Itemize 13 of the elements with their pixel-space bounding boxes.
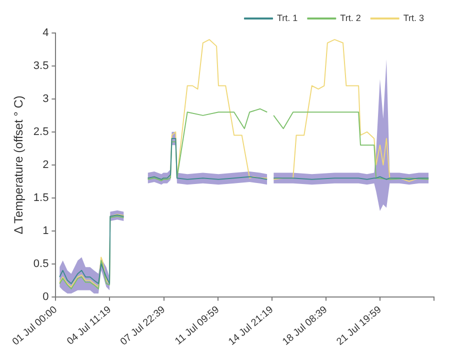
legend-label: Trt. 2 xyxy=(340,12,361,23)
y-tick-label: 3.5 xyxy=(33,60,49,72)
y-tick-label: 2.5 xyxy=(33,126,49,138)
legend-label: Trt. 1 xyxy=(277,12,298,23)
y-tick-label: 2 xyxy=(42,158,49,171)
y-tick-label: 0 xyxy=(42,290,49,303)
legend-label: Trt. 3 xyxy=(403,12,424,23)
y-tick-label: 3 xyxy=(42,92,49,105)
y-tick-label: 1.5 xyxy=(33,192,49,204)
y-tick-label: 0.5 xyxy=(33,258,49,270)
y-tick-label: 4 xyxy=(42,27,49,40)
y-tick-label: 1 xyxy=(42,224,49,237)
y-axis-title: Δ Temperature (offset ° C) xyxy=(12,96,26,234)
